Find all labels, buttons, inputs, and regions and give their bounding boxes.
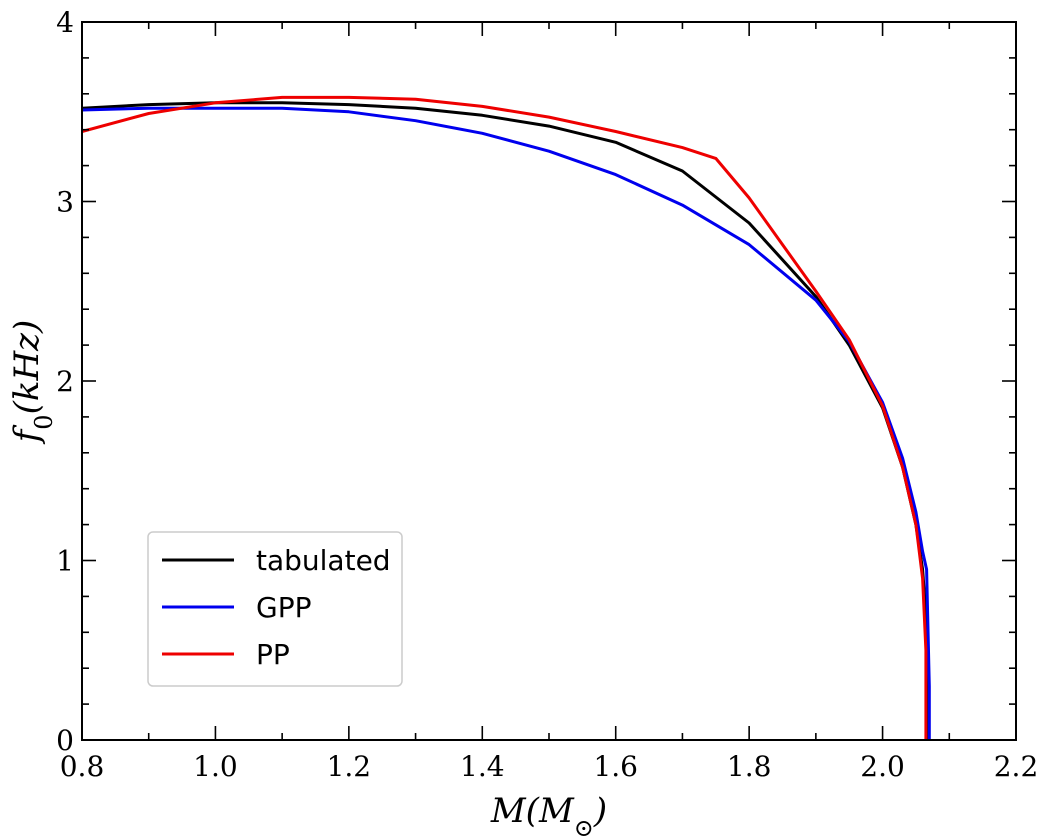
legend-label-tabulated: tabulated — [256, 544, 391, 577]
legend: tabulated GPP PP — [147, 531, 403, 687]
legend-box — [147, 531, 403, 687]
y-axis-label: f0(kHz) — [7, 320, 58, 446]
y-tick-labels: 0 1 2 3 4 — [56, 6, 74, 757]
x-tick-label: 0.8 — [60, 750, 105, 783]
y-tick-label: 2 — [56, 365, 74, 398]
legend-items: tabulated GPP PP — [162, 544, 391, 671]
x-tick-label: 2.0 — [860, 750, 905, 783]
y-tick-label: 1 — [56, 545, 74, 578]
y-tick-label: 4 — [56, 6, 74, 39]
x-tick-label: 1.4 — [460, 750, 505, 783]
x-tick-label: 1.8 — [727, 750, 772, 783]
series-line-gpp — [81, 106, 931, 740]
x-tick-label: 1.0 — [193, 750, 238, 783]
x-axis-label: M(M⊙) — [490, 791, 607, 837]
x-tick-label: 1.6 — [593, 750, 638, 783]
y-tick-label: 3 — [56, 186, 74, 219]
series-layer — [81, 95, 931, 740]
series-line-pp — [81, 95, 928, 740]
y-tick-label: 0 — [56, 724, 74, 757]
x-tick-label: 1.2 — [327, 750, 372, 783]
legend-label-gpp: GPP — [256, 591, 311, 624]
x-tick-labels: 0.8 1.0 1.2 1.4 1.6 1.8 2.0 2.2 — [60, 750, 1039, 783]
legend-label-pp: PP — [256, 638, 290, 671]
x-tick-label: 2.2 — [994, 750, 1039, 783]
ticks-layer — [81, 21, 1017, 741]
